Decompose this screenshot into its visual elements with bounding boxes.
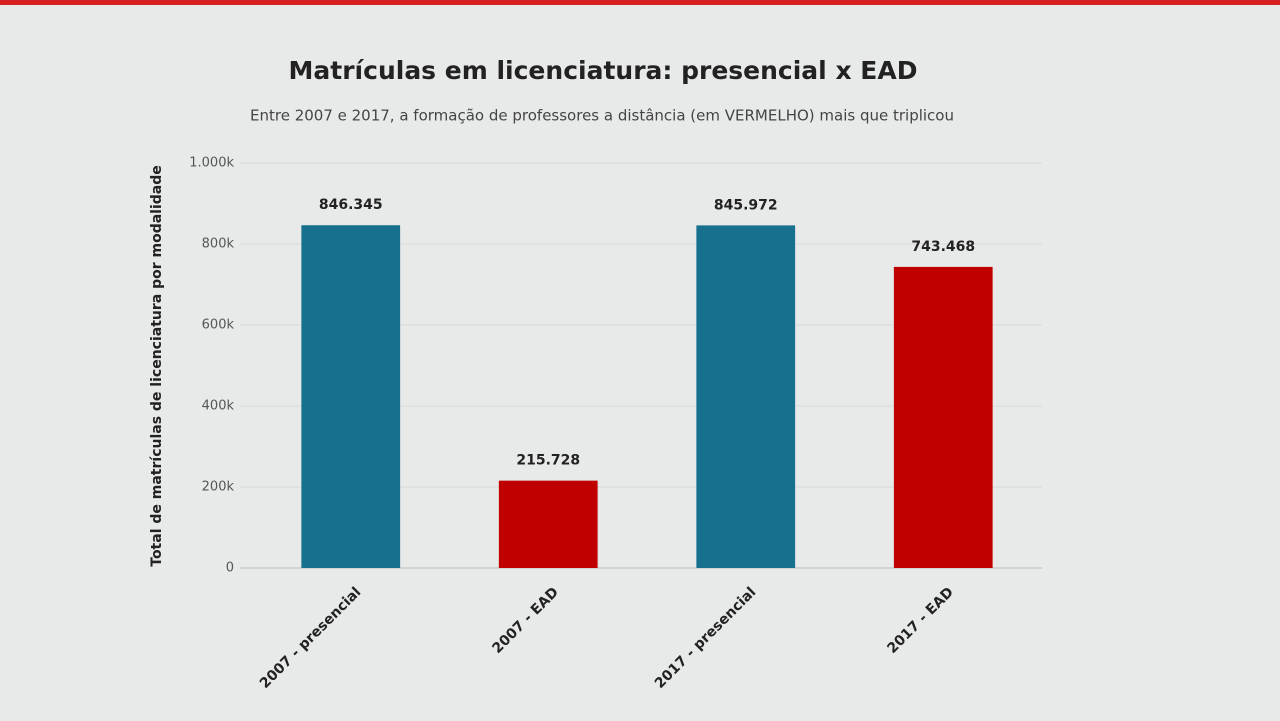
value-label: 215.728 bbox=[516, 453, 580, 469]
bar bbox=[893, 266, 993, 568]
chart-title: Matrículas em licenciatura: presencial x… bbox=[289, 56, 918, 85]
y-tick-label: 400k bbox=[202, 399, 235, 414]
value-label: 845.972 bbox=[714, 197, 778, 213]
bar bbox=[696, 225, 796, 568]
y-axis-label: Total de matrículas de licenciatura por … bbox=[149, 165, 165, 567]
bar bbox=[498, 480, 598, 568]
y-tick-label: 800k bbox=[202, 237, 235, 252]
y-tick-label: 200k bbox=[202, 480, 235, 495]
bar bbox=[301, 225, 401, 568]
y-tick-label: 0 bbox=[226, 561, 234, 576]
y-tick-label: 1.000k bbox=[189, 156, 234, 171]
value-label: 743.468 bbox=[911, 239, 975, 255]
value-label: 846.345 bbox=[319, 197, 383, 213]
chart-subtitle: Entre 2007 e 2017, a formação de profess… bbox=[250, 107, 954, 125]
y-tick-label: 600k bbox=[202, 318, 235, 333]
top-bar bbox=[0, 0, 1280, 5]
